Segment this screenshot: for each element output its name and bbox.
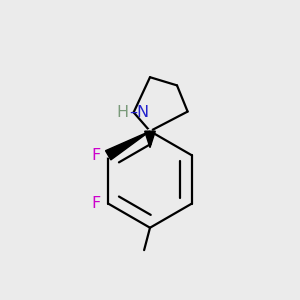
Text: F: F bbox=[92, 196, 101, 211]
Text: –N: –N bbox=[129, 105, 149, 120]
Text: F: F bbox=[92, 148, 101, 163]
Text: H: H bbox=[117, 105, 129, 120]
Polygon shape bbox=[145, 131, 155, 148]
Polygon shape bbox=[106, 131, 150, 160]
